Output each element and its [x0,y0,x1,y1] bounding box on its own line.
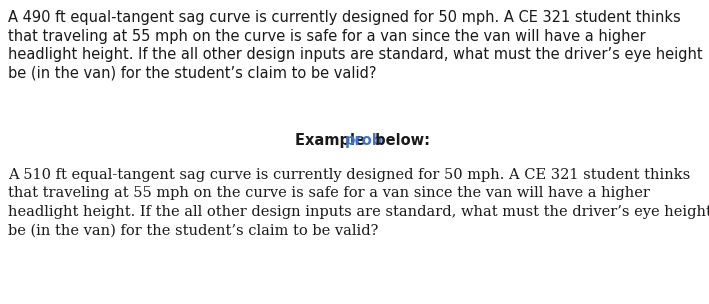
Text: A 510 ft equal-tangent sag curve is currently designed for 50 mph. A CE 321 stud: A 510 ft equal-tangent sag curve is curr… [8,168,691,182]
Text: headlight height. If the all other design inputs are standard, what must the dri: headlight height. If the all other desig… [8,205,709,219]
Text: that traveling at 55 mph on the curve is safe for a van since the van will have : that traveling at 55 mph on the curve is… [8,29,646,43]
Text: be (in the van) for the student’s claim to be valid?: be (in the van) for the student’s claim … [8,223,379,237]
Text: headlight height. If the all other design inputs are standard, what must the dri: headlight height. If the all other desig… [8,47,703,62]
Text: below:: below: [370,133,430,148]
Text: be (in the van) for the student’s claim to be valid?: be (in the van) for the student’s claim … [8,65,376,81]
Text: prob: prob [345,133,384,148]
Text: Example: Example [295,133,370,148]
Text: that traveling at 55 mph on the curve is safe for a van since the van will have : that traveling at 55 mph on the curve is… [8,186,650,201]
Text: A 490 ft equal-tangent sag curve is currently designed for 50 mph. A CE 321 stud: A 490 ft equal-tangent sag curve is curr… [8,10,681,25]
